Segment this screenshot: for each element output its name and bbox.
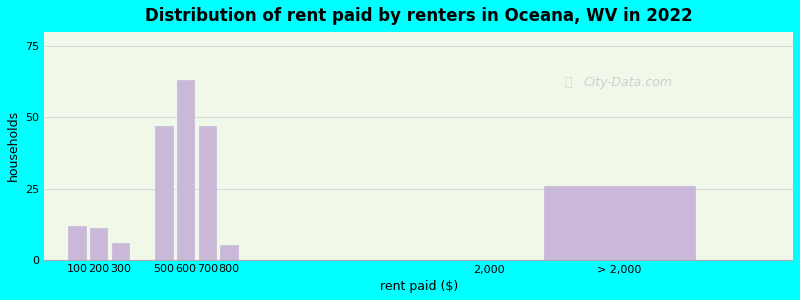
Bar [68,226,86,260]
Text: 🌐: 🌐 [565,76,572,88]
Bar [198,126,216,260]
Text: City-Data.com: City-Data.com [583,76,672,88]
Bar [155,126,173,260]
Bar [177,80,194,260]
Bar [112,243,129,260]
X-axis label: rent paid ($): rent paid ($) [380,280,458,293]
Bar [543,186,695,260]
Bar [220,245,238,260]
Bar [90,228,107,260]
Y-axis label: households: households [7,110,20,182]
Title: Distribution of rent paid by renters in Oceana, WV in 2022: Distribution of rent paid by renters in … [145,7,693,25]
